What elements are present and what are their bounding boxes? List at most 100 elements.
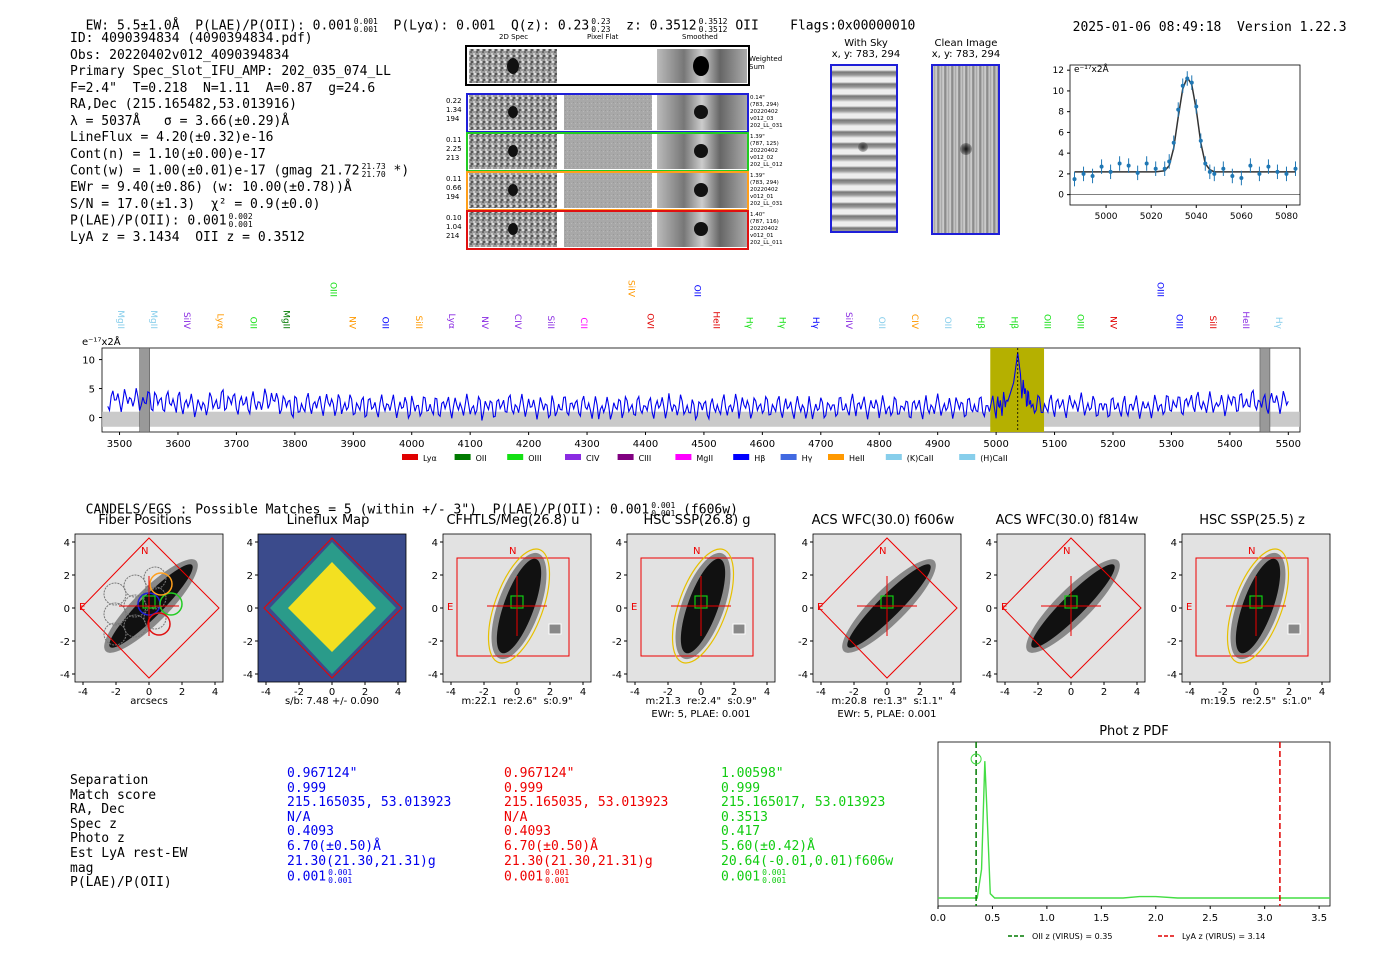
fit-data-point [1203,161,1208,166]
photz-xtick-label: 0.0 [930,913,946,924]
compass-north: N [1248,546,1255,557]
spec-xtick-label: 3700 [224,439,249,450]
stamp-xtick-label: -4 [78,687,88,698]
spec-xtick-label: 5400 [1217,439,1242,450]
fit-data-point [1090,173,1095,178]
stamp-xtick-label: 2 [179,687,185,698]
stamp-xtick-label: -2 [1033,687,1043,698]
stamp-title: CFHTLS/Meg(26.8) u [446,513,580,528]
compass-east: E [1001,602,1007,613]
stamp-xtick-label: 2 [362,687,368,698]
spec-legend-label: CIII [639,454,652,463]
photz-xtick-label: 1.5 [1093,913,1109,924]
stamp-caption: arcsecs [130,696,168,707]
match-value: 21.30(21.30,21.31)g [504,853,653,869]
row-right-value: 202_LL_012 [750,162,783,168]
row-frame [466,210,749,250]
fit-ytick-label: 12 [1053,66,1064,76]
fit-xtick-label: 5040 [1185,212,1208,222]
spec-legend-swatch [780,454,797,460]
spec-legend-label: Hβ [754,454,765,463]
row-right-value: 1.40" [750,212,765,218]
stamp-xtick-label: 4 [950,687,956,698]
photz-xtick-label: 0.5 [984,913,1000,924]
fit-data-point [1257,171,1262,176]
header-plya: P(Lyα): 0.001 [393,18,496,34]
row-right-value: 202_LL_031 [750,201,783,207]
stamp-xtick-label: 2 [1286,687,1292,698]
match-value: 215.165017, 53.013923 [721,795,886,811]
info-primary: Primary Spec_Slot_IFU_AMP: 202_035_074_L… [70,64,391,79]
clean-image [931,64,1000,235]
stamp-ytick-label: 2 [986,571,992,582]
fiber-orange [149,572,173,596]
spec-line-label: Hβ [1008,316,1018,329]
stamp-ytick-label: -4 [612,670,622,681]
row-left-value: 1.04 [446,223,462,231]
lineflux-peak [288,562,376,652]
stamp-title: ACS WFC(30.0) f814w [995,513,1139,528]
row-right-value: 1.39" [750,173,765,179]
spec-line-label: Hγ [777,317,787,330]
match-label: Spec z [70,816,117,832]
match-value: N/A [287,809,311,825]
spec-legend-label: MgII [696,454,713,463]
spec-line-label: OIII [328,282,338,297]
stamp-xtick-label: -4 [630,687,640,698]
fit-data-point [1162,166,1167,171]
stamp-title: ACS WFC(30.0) f606w [811,513,955,528]
stamp-ytick-label: -2 [982,637,992,648]
fit-data-point [1135,170,1140,175]
spec-legend-swatch [675,454,692,460]
stamp-xtick-label: 4 [580,687,586,698]
stamp-image: N E -4 -2 0 2 4 4 2 0 -2 -4 [1167,533,1331,698]
compass-east: E [817,602,823,613]
row-right-value: v012_03 [750,116,774,122]
spec-legend-swatch [617,454,634,460]
col-title-smoothed: Smoothed [682,33,718,41]
fit-ytick-label: 10 [1053,87,1065,97]
stamp-xtick-label: -4 [1185,687,1195,698]
row-left-value: 0.22 [446,97,462,105]
spec-line-label: CIV [512,314,522,330]
spec-legend-label: HeII [849,454,865,463]
spec-xtick-label: 5200 [1100,439,1125,450]
match-value: 215.165035, 53.013923 [287,795,452,811]
detection-info: ID: 4090394834 (4090394834.pdf) Obs: 202… [70,31,409,247]
photz-xtick-label: 2.0 [1148,913,1164,924]
spec-xtick-label: 3900 [341,439,366,450]
compass-east: E [631,602,637,613]
row-right-value: v012_01 [750,233,774,239]
match-column-1: 0.967124" 0.999 215.165035, 53.013923 N/A 0.… [287,766,452,885]
match-value: 0.967124" [504,766,575,781]
stamp-ytick-label: 0 [616,604,622,615]
spec-masked-region [1259,347,1271,433]
fit-data-point [1081,171,1086,176]
col-title-pixelflat: Pixel Flat [587,33,619,41]
compass-north: N [509,546,516,557]
spec-xtick-label: 4800 [867,439,892,450]
spec-line-label: MgII [280,310,290,329]
spec-xtick-label: 4700 [808,439,833,450]
stamp-xtick-label: 4 [212,687,218,698]
fiber-circle [143,566,167,590]
spec-legend-label: (H)CaII [980,454,1007,463]
stamp-panel: ACS WFC(30.0) f606w N E -4 -2 0 2 4 4 2 0 -2 -4 m:20.… [778,510,968,725]
photz-xtick-label: 2.5 [1202,913,1218,924]
spec-ytick-label: 5 [89,385,95,396]
match-value: 6.70(±0.50)Å [287,838,381,854]
fit-data-point [1117,161,1122,166]
footprint [1195,557,1309,657]
row-right-value: 20220402 [750,148,778,154]
fiber-green [159,592,183,616]
lineflux-footprint [263,537,403,679]
spec-legend-label: OIII [528,454,541,463]
row-left-value: 0.11 [446,175,462,183]
compass-east: E [1186,602,1192,613]
header-qz: Q(z): 0.23 [510,18,590,34]
match-label: Est LyA rest-EW [70,845,188,861]
footprint [80,537,220,679]
stamp-image: N E -4 -2 0 2 4 4 2 0 -2 -4 [798,533,962,698]
spec-line-label: OIII [1155,282,1165,297]
stamp-ytick-label: -4 [982,670,992,681]
